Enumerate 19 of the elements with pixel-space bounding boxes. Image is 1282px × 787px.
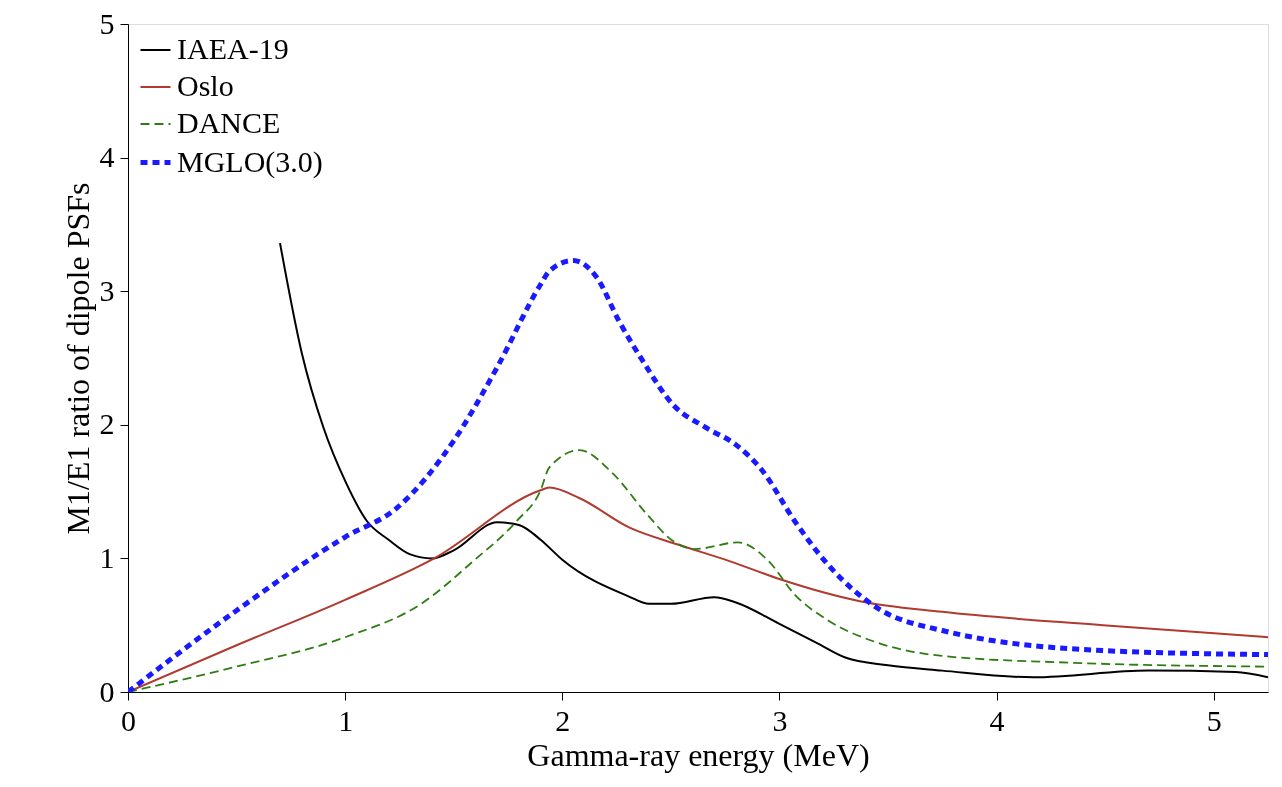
legend-label: IAEA-19 (177, 32, 289, 65)
legend-label: DANCE (177, 106, 281, 139)
legend-label: MGLO(3.0) (177, 144, 323, 179)
x-tick-label: 1 (338, 703, 354, 737)
line-series (279, 242, 1268, 679)
y-tick-label: 5 (99, 6, 115, 40)
y-axis-title: M1/E1 ratio of dipole PSFs (59, 182, 96, 535)
legend-label: Oslo (177, 69, 234, 102)
x-tick-label: 0 (121, 703, 136, 737)
y-tick-label: 1 (99, 540, 115, 574)
x-axis-title: Gamma-ray energy (MeV) (527, 736, 870, 773)
y-tick-label: 3 (99, 273, 115, 307)
x-tick-label: 5 (1206, 703, 1222, 737)
x-tick-label: 3 (772, 703, 788, 737)
y-tick-label: 2 (99, 407, 115, 441)
y-tick-label: 0 (99, 674, 115, 708)
y-tick-label: 4 (99, 140, 115, 174)
x-tick-label: 4 (989, 703, 1005, 737)
x-tick-label: 2 (555, 703, 571, 737)
